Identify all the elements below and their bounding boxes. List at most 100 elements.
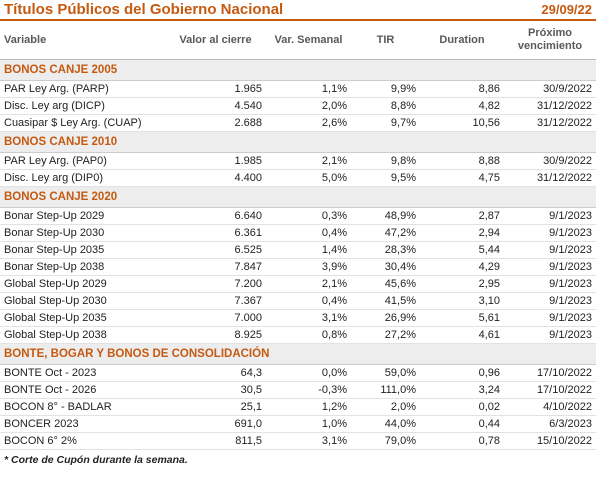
- cell: 4/10/2022: [504, 398, 596, 416]
- cell: 4,29: [420, 258, 504, 276]
- data-row: Global Step-Up 2029 7.200 2,1% 45,6% 2,95 9/1…: [0, 275, 596, 293]
- section-row: BONTE, BOGAR Y BONOS DE CONSOLIDACIÓN: [0, 343, 596, 365]
- data-row: BONTE Oct - 2026 30,5 -0,3% 111,0% 3,24 17/10…: [0, 381, 596, 399]
- data-row: Cuasipar $ Ley Arg. (CUAP) 2.688 2,6% 9,7% 1…: [0, 114, 596, 132]
- cell: 5,0%: [266, 169, 351, 187]
- cell: 2,1%: [266, 152, 351, 170]
- cell: 25,1: [165, 398, 266, 416]
- cell: Global Step-Up 2030: [0, 292, 165, 310]
- data-row: PAR Ley Arg. (PAP0) 1.985 2,1% 9,8% 8,88 30/9…: [0, 152, 596, 170]
- cell: 17/10/2022: [504, 364, 596, 382]
- cell: BOCON 6° 2%: [0, 432, 165, 450]
- data-row: Global Step-Up 2030 7.367 0,4% 41,5% 3,10 9/1…: [0, 292, 596, 310]
- cell: 4,82: [420, 97, 504, 115]
- cell: Global Step-Up 2029: [0, 275, 165, 293]
- cell: 9/1/2023: [504, 275, 596, 293]
- cell: 3,24: [420, 381, 504, 399]
- cell: 79,0%: [351, 432, 420, 450]
- data-row: Global Step-Up 2038 8.925 0,8% 27,2% 4,61 9/1…: [0, 326, 596, 344]
- cell: PAR Ley Arg. (PARP): [0, 80, 165, 98]
- cell: BONTE Oct - 2026: [0, 381, 165, 399]
- cell: 2,0%: [266, 97, 351, 115]
- cell: 1,0%: [266, 415, 351, 433]
- cell: 2,6%: [266, 114, 351, 132]
- data-row: Bonar Step-Up 2029 6.640 0,3% 48,9% 2,87 9/1/…: [0, 207, 596, 225]
- cell: Bonar Step-Up 2038: [0, 258, 165, 276]
- cell: 1,2%: [266, 398, 351, 416]
- cell: 111,0%: [351, 381, 420, 399]
- cell: 9/1/2023: [504, 258, 596, 276]
- cell: 8,86: [420, 80, 504, 98]
- cell: Global Step-Up 2038: [0, 326, 165, 344]
- data-row: BONCER 2023 691,0 1,0% 44,0% 0,44 6/3/2023: [0, 415, 596, 433]
- cell: 4,75: [420, 169, 504, 187]
- data-row: Bonar Step-Up 2038 7.847 3,9% 30,4% 4,29 9/1/…: [0, 258, 596, 276]
- section-row: BONOS CANJE 2010: [0, 131, 596, 153]
- cell: 4.540: [165, 97, 266, 115]
- cell: 30,4%: [351, 258, 420, 276]
- cell: 1.985: [165, 152, 266, 170]
- title-bar: Títulos Públicos del Gobierno Nacional 2…: [0, 0, 596, 21]
- cell: 9/1/2023: [504, 326, 596, 344]
- cell: 8,88: [420, 152, 504, 170]
- column-header: TIR: [351, 21, 420, 60]
- cell: 10,56: [420, 114, 504, 132]
- cell: -0,3%: [266, 381, 351, 399]
- cell: BONTE Oct - 2023: [0, 364, 165, 382]
- cell: 26,9%: [351, 309, 420, 327]
- header-row: Variable Valor al cierre Var. Semanal TIR Du…: [0, 21, 596, 60]
- cell: 27,2%: [351, 326, 420, 344]
- cell: Bonar Step-Up 2035: [0, 241, 165, 259]
- cell: 2,94: [420, 224, 504, 242]
- cell: 0,0%: [266, 364, 351, 382]
- cell: 48,9%: [351, 207, 420, 225]
- cell: 1.965: [165, 80, 266, 98]
- cell: 1,1%: [266, 80, 351, 98]
- cell: 3,1%: [266, 309, 351, 327]
- cell: 9/1/2023: [504, 309, 596, 327]
- cell: 41,5%: [351, 292, 420, 310]
- cell: 3,1%: [266, 432, 351, 450]
- table-body: BONOS CANJE 2005 PAR Ley Arg. (PARP) 1.965…: [0, 59, 596, 450]
- cell: 31/12/2022: [504, 97, 596, 115]
- cell: 6.525: [165, 241, 266, 259]
- column-header: Variable: [0, 21, 165, 60]
- cell: 9/1/2023: [504, 292, 596, 310]
- data-row: BOCON 8° - BADLAR 25,1 1,2% 2,0% 0,02 4/10/20…: [0, 398, 596, 416]
- title: Títulos Públicos del Gobierno Nacional: [4, 1, 284, 18]
- cell: 0,8%: [266, 326, 351, 344]
- cell: 9,5%: [351, 169, 420, 187]
- cell: Disc. Ley arg (DICP): [0, 97, 165, 115]
- cell: 47,2%: [351, 224, 420, 242]
- cell: 28,3%: [351, 241, 420, 259]
- cell: 31/12/2022: [504, 169, 596, 187]
- column-header: Duration: [420, 21, 504, 60]
- cell: 59,0%: [351, 364, 420, 382]
- date: 29/09/22: [541, 2, 592, 17]
- cell: 6.361: [165, 224, 266, 242]
- data-row: PAR Ley Arg. (PARP) 1.965 1,1% 9,9% 8,86 30/9…: [0, 80, 596, 98]
- data-row: Disc. Ley arg (DICP) 4.540 2,0% 8,8% 4,82 31/…: [0, 97, 596, 115]
- column-header: Var. Semanal: [266, 21, 351, 60]
- data-row: BONTE Oct - 2023 64,3 0,0% 59,0% 0,96 17/10/2…: [0, 364, 596, 382]
- cell: PAR Ley Arg. (PAP0): [0, 152, 165, 170]
- data-row: Disc. Ley arg (DIP0) 4.400 5,0% 9,5% 4,75 31/…: [0, 169, 596, 187]
- cell: 45,6%: [351, 275, 420, 293]
- cell: 1,4%: [266, 241, 351, 259]
- section-title: BONOS CANJE 2010: [0, 131, 596, 153]
- cell: 7.200: [165, 275, 266, 293]
- cell: 2,87: [420, 207, 504, 225]
- cell: 9,8%: [351, 152, 420, 170]
- cell: Cuasipar $ Ley Arg. (CUAP): [0, 114, 165, 132]
- cell: 31/12/2022: [504, 114, 596, 132]
- cell: 2,95: [420, 275, 504, 293]
- cell: 3,10: [420, 292, 504, 310]
- cell: 8,8%: [351, 97, 420, 115]
- cell: 691,0: [165, 415, 266, 433]
- cell: 6.640: [165, 207, 266, 225]
- cell: 9,9%: [351, 80, 420, 98]
- section-title: BONOS CANJE 2020: [0, 186, 596, 208]
- cell: 0,78: [420, 432, 504, 450]
- data-row: Bonar Step-Up 2030 6.361 0,4% 47,2% 2,94 9/1/…: [0, 224, 596, 242]
